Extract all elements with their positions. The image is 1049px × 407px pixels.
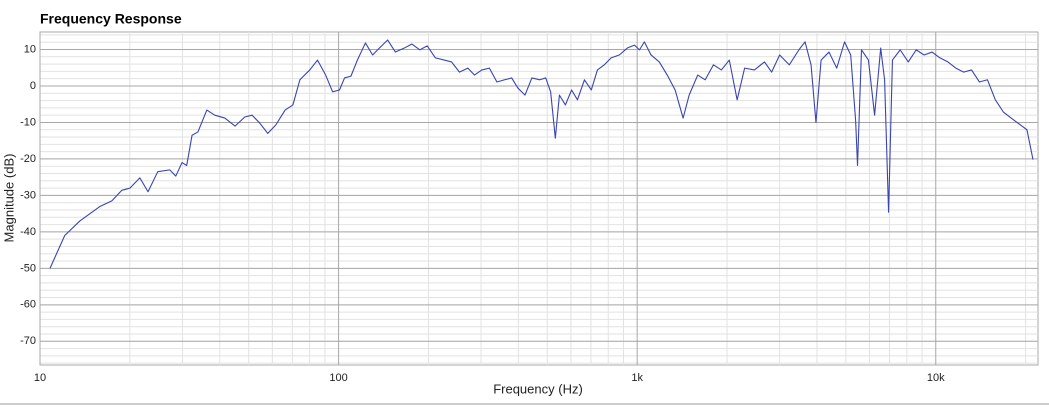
x-tick-label: 1k <box>631 372 643 384</box>
x-tick-label: 100 <box>329 372 347 384</box>
x-tick-label: 10 <box>34 372 46 384</box>
line-series <box>49 39 1034 269</box>
y-tick-label: 10 <box>24 43 36 55</box>
y-tick-label: -70 <box>20 335 36 347</box>
y-axis-label: Magnitude (dB) <box>1 154 16 243</box>
y-tick-label: -10 <box>20 116 36 128</box>
y-tick-label: -50 <box>20 262 36 274</box>
chart-title: Frequency Response <box>40 11 182 27</box>
x-axis-label: Frequency (Hz) <box>493 381 583 396</box>
y-tick-label: -60 <box>20 299 36 311</box>
y-tick-label: -40 <box>20 226 36 238</box>
y-tick-label: -20 <box>20 153 36 165</box>
y-tick-label: 0 <box>30 80 36 92</box>
x-tick-label: 10k <box>927 372 945 384</box>
y-tick-label: -30 <box>20 189 36 201</box>
